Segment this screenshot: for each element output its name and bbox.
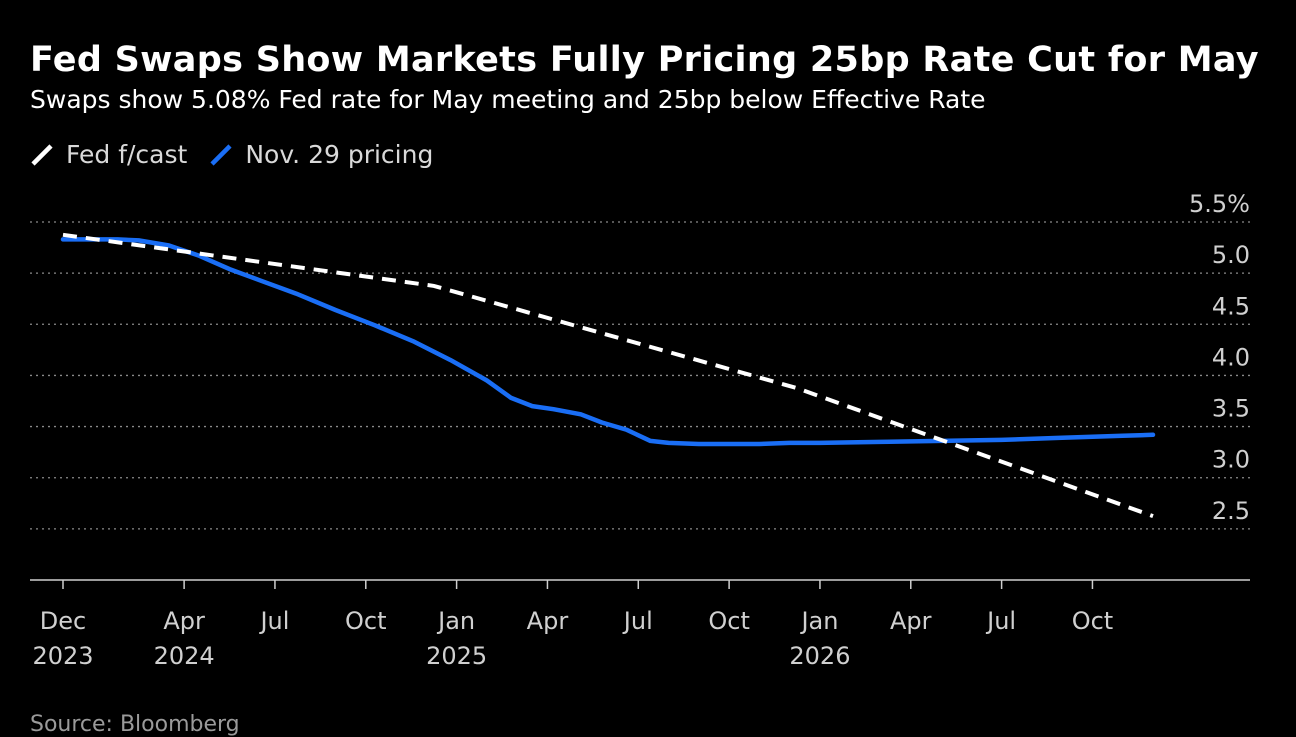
y-tick-label: 5.0 — [1212, 241, 1250, 269]
x-tick-label: Jul — [258, 607, 289, 635]
legend-item-swaps: Nov. 29 pricing — [209, 140, 433, 169]
fed-forecast-swatch-icon — [31, 143, 53, 166]
x-tick-year-label: 2026 — [789, 642, 850, 670]
legend-item-fed-forecast: Fed f/cast — [30, 140, 187, 169]
chart-subtitle: Swaps show 5.08% Fed rate for May meetin… — [30, 85, 986, 114]
y-tick-label: 2.5 — [1212, 497, 1250, 525]
y-tick-label: 3.0 — [1212, 446, 1250, 474]
x-tick-year-label: 2024 — [154, 642, 215, 670]
x-tick-label: Oct — [345, 607, 387, 635]
x-tick-label: Dec — [40, 607, 86, 635]
y-tick-label: 4.5 — [1212, 292, 1250, 320]
source-note: Source: Bloomberg — [30, 712, 240, 737]
x-tick-label: Jul — [985, 607, 1016, 635]
chart-title: Fed Swaps Show Markets Fully Pricing 25b… — [30, 40, 1259, 80]
x-tick-label: Apr — [527, 607, 569, 635]
legend-label-fed-forecast: Fed f/cast — [66, 140, 188, 169]
x-tick-label: Apr — [163, 607, 205, 635]
x-tick-label: Oct — [708, 607, 750, 635]
x-tick-year-label: 2025 — [426, 642, 487, 670]
x-tick-label: Jan — [436, 607, 475, 635]
y-tick-label: 3.5 — [1212, 395, 1250, 423]
y-tick-label: 4.0 — [1212, 343, 1250, 371]
x-tick-label: Jul — [622, 607, 653, 635]
legend-label-swaps: Nov. 29 pricing — [245, 140, 434, 169]
series-line-fed-forecast — [62, 232, 1154, 518]
swaps-swatch-icon — [210, 143, 232, 166]
x-tick-label: Apr — [890, 607, 932, 635]
x-tick-label: Oct — [1072, 607, 1114, 635]
series-line-nov-29-pricing — [60, 237, 1156, 447]
y-tick-label: 5.5% — [1189, 190, 1250, 218]
x-tick-label: Jan — [799, 607, 838, 635]
legend: Fed f/cast Nov. 29 pricing — [30, 140, 433, 169]
x-tick-year-label: 2023 — [32, 642, 93, 670]
